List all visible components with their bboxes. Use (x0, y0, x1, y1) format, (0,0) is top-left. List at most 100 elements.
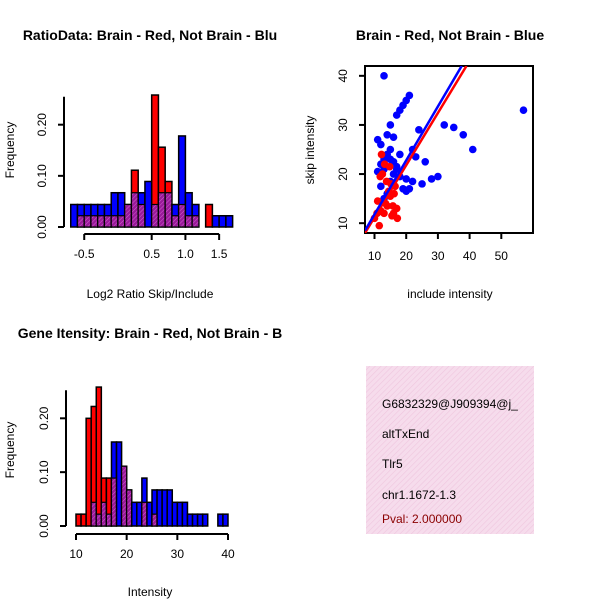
chart-title: Brain - Red, Not Brain - Blue (356, 27, 544, 43)
x-tick-label: 0.5 (143, 247, 160, 261)
overlap-bar (117, 215, 126, 228)
brain-point (375, 221, 384, 230)
x-tick-label: -0.5 (74, 247, 95, 261)
y-tick-label: 30 (336, 118, 350, 132)
not-brain-fit-line (365, 66, 463, 232)
overlap-bar (83, 215, 92, 228)
red-bar (85, 417, 92, 527)
not-brain-point (408, 177, 417, 186)
brain-point (378, 170, 387, 178)
not-brain-point (383, 130, 391, 139)
not-brain-point (459, 130, 468, 139)
overlap-bar (130, 192, 139, 228)
x-tick-label: 10 (69, 547, 83, 561)
not-brain-point (421, 157, 430, 166)
gene-intensity-histogram: Gene Itensity: Brain - Red, Not Brain - … (3, 325, 282, 599)
probe-id: G6832329@J909394@j_ (382, 397, 518, 411)
x-tick-label: 1.5 (211, 247, 228, 261)
x-tick-label: 20 (120, 547, 134, 561)
y-tick-label: 20 (336, 167, 350, 181)
brain-point (390, 189, 398, 198)
blue-bar (222, 513, 229, 527)
blue-bar (146, 501, 153, 527)
ratio-histogram: RatioData: Brain - Red, Not Brain - Blu … (3, 27, 277, 301)
plot-frame (364, 65, 534, 234)
not-brain-point (386, 121, 395, 129)
not-brain-point (415, 126, 423, 134)
overlap-bar (76, 215, 85, 228)
overlap-bar (103, 215, 112, 228)
blue-bar (161, 489, 168, 527)
not-brain-point (434, 172, 442, 181)
blue-bar (191, 513, 199, 527)
red-bar (80, 513, 87, 527)
blue-bar (171, 501, 179, 527)
not-brain-point (440, 121, 449, 129)
red-bar (75, 513, 82, 527)
brain-point (377, 150, 386, 159)
not-brain-point (396, 150, 404, 159)
brain-point (380, 209, 388, 218)
overlap-bar (110, 215, 119, 228)
not-brain-point (380, 72, 388, 80)
not-brain-point (402, 175, 411, 183)
blue-bar (211, 214, 220, 228)
overlap-bar (120, 465, 128, 527)
brain-point (385, 162, 394, 171)
y-tick-label: 40 (336, 69, 350, 83)
overlap-bar (90, 215, 99, 228)
y-tick-label: 0.20 (35, 113, 49, 137)
not-brain-point (386, 145, 395, 154)
not-brain-point (389, 133, 398, 142)
overlap-bar (178, 203, 187, 228)
info-background (366, 366, 534, 534)
x-tick-label: 1.0 (177, 247, 194, 261)
brain-point (393, 214, 402, 223)
x-tick-label: 40 (463, 249, 477, 263)
blue-bar (156, 489, 163, 527)
overlap-bar (100, 501, 108, 527)
blue-bar (218, 214, 227, 228)
not-brain-point (399, 101, 407, 110)
blue-bar (201, 513, 209, 527)
x-axis-label: Intensity (128, 585, 173, 599)
x-tick-label: 40 (221, 547, 235, 561)
overlap-bar (191, 215, 200, 228)
blue-bar (217, 513, 224, 527)
not-brain-point (427, 175, 436, 183)
overlap-bar (157, 192, 166, 228)
pval-text: Pval: 2.000000 (382, 512, 462, 526)
brain-point (373, 197, 382, 205)
x-tick-label: 30 (171, 547, 185, 561)
not-brain-point (405, 184, 414, 193)
blue-bar (196, 513, 204, 527)
not-brain-point (392, 111, 401, 119)
brain-point (383, 202, 391, 210)
y-tick-label: 0.10 (35, 164, 49, 188)
not-brain-point (377, 182, 385, 191)
brain-fit-line (365, 66, 468, 233)
overlap-bar (97, 215, 106, 228)
overlap-bar (137, 203, 146, 228)
not-brain-point (519, 106, 528, 115)
overlap-bar (95, 513, 102, 527)
not-brain-point (389, 170, 398, 178)
overlap-bar (171, 215, 180, 228)
chart-title: Gene Itensity: Brain - Red, Not Brain - … (18, 325, 282, 341)
blue-bar (225, 214, 234, 228)
overlap-bar (124, 203, 133, 228)
overlap-bar (151, 513, 158, 527)
x-tick-label: 50 (495, 249, 509, 263)
y-axis-label: Frequency (3, 122, 17, 179)
x-tick-label: 20 (400, 249, 414, 263)
blue-bar (136, 501, 143, 527)
not-brain-point (377, 140, 385, 149)
overlap-bar (105, 513, 113, 527)
overlap-bar (141, 501, 148, 527)
blue-bar (166, 489, 174, 527)
blue-bar (130, 501, 138, 527)
overlap-bar (151, 203, 160, 228)
brain-point (382, 177, 391, 186)
blue-bar (181, 501, 189, 527)
red-bar (95, 386, 103, 527)
